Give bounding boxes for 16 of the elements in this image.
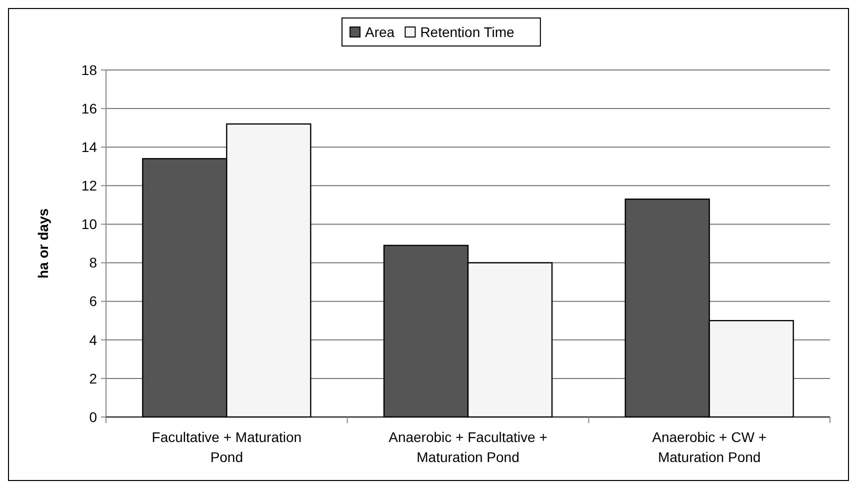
y-tick-label: 16 <box>81 100 98 116</box>
legend-label: Retention Time <box>420 24 515 40</box>
y-tick-label: 18 <box>81 62 98 78</box>
y-tick-label: 0 <box>89 408 98 425</box>
y-tick-label: 12 <box>81 178 98 194</box>
legend-label: Area <box>365 24 395 40</box>
x-tick-label: Anaerobic + CW + Maturation Pond <box>652 429 767 465</box>
y-tick-label: 2 <box>89 370 98 386</box>
y-tick-label: 14 <box>81 139 98 156</box>
x-tick-label: Anaerobic + Facultative + Maturation Pond <box>388 429 548 465</box>
y-tick-label: 8 <box>89 254 98 271</box>
y-tick-label: 10 <box>81 216 98 232</box>
y-tick-label: 6 <box>89 293 98 310</box>
x-tick-label: Facultative + Maturation Pond <box>152 429 302 465</box>
y-tick-label: 4 <box>89 332 98 348</box>
y-axis-title: ha or days <box>35 208 51 279</box>
